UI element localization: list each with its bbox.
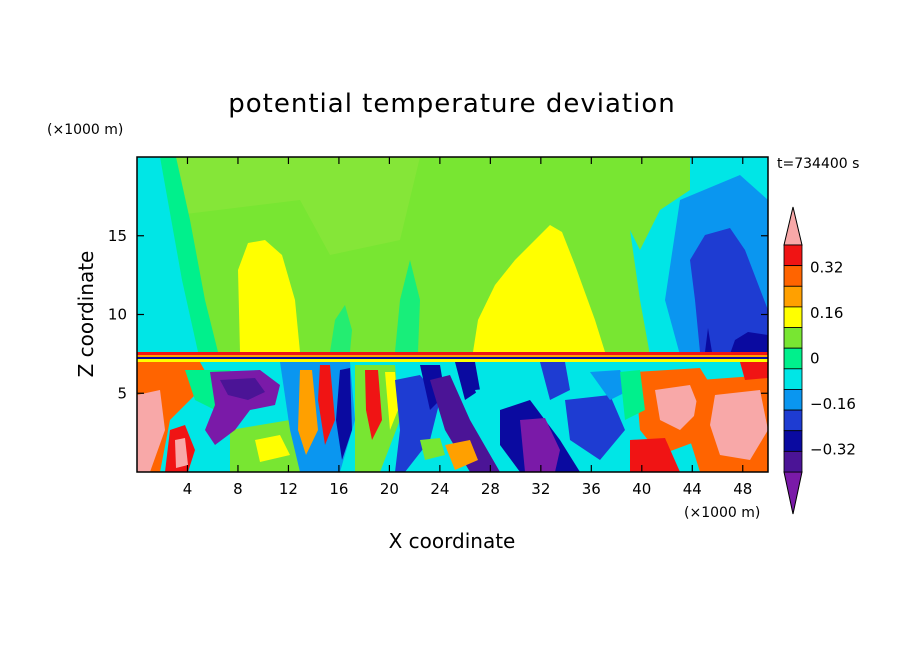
x-tick-label: 48 [733, 480, 752, 498]
colorbar-band [783, 327, 803, 349]
x-tick-label: 24 [430, 480, 449, 498]
colorbar: 0.32 0.16 0 −0.16 −0.32 [783, 206, 856, 515]
colorbar-band [783, 285, 803, 308]
x-tick-label: 16 [329, 480, 348, 498]
colorbar-label: −0.16 [810, 395, 856, 413]
colorbar-label: 0.32 [810, 259, 843, 277]
colorbar-band [783, 409, 803, 432]
colorbar-band [783, 265, 803, 287]
chart-title: potential temperature deviation [228, 89, 675, 119]
colorbar-band [783, 450, 803, 473]
colorbar-extend-max [783, 206, 803, 246]
x-tick-label: 32 [531, 480, 550, 498]
colorbar-extend-min [783, 471, 803, 515]
colorbar-band [783, 306, 803, 328]
x-tick-label: 36 [582, 480, 601, 498]
colorbar-band [783, 368, 803, 390]
x-axis: 4 8 12 16 20 24 28 32 36 40 44 48 [183, 157, 752, 498]
y-tick-label: 10 [108, 306, 127, 324]
colorbar-band [783, 347, 803, 370]
x-tick-label: 40 [632, 480, 651, 498]
colorbar-band [783, 430, 803, 452]
colorbar-label: 0 [810, 350, 820, 368]
plot-field [137, 157, 768, 472]
x-axis-label: X coordinate [389, 529, 516, 553]
y-tick-label: 15 [108, 227, 127, 245]
x-tick-label: 12 [279, 480, 298, 498]
y-axis: 5 10 15 [108, 227, 768, 402]
y-axis-label: Z coordinate [74, 251, 98, 378]
x-tick-label: 8 [233, 480, 243, 498]
colorbar-band [783, 389, 803, 411]
colorbar-band [783, 244, 803, 267]
colorbar-label: −0.32 [810, 440, 856, 458]
time-label: t=734400 s [777, 156, 859, 172]
x-tick-label: 28 [481, 480, 500, 498]
y-axis-unit: (×1000 m) [47, 122, 123, 138]
x-tick-label: 44 [683, 480, 702, 498]
x-tick-label: 20 [380, 480, 399, 498]
y-tick-label: 5 [117, 384, 127, 402]
x-tick-label: 4 [183, 480, 193, 498]
x-axis-unit: (×1000 m) [684, 505, 760, 521]
colorbar-label: 0.16 [810, 304, 843, 322]
